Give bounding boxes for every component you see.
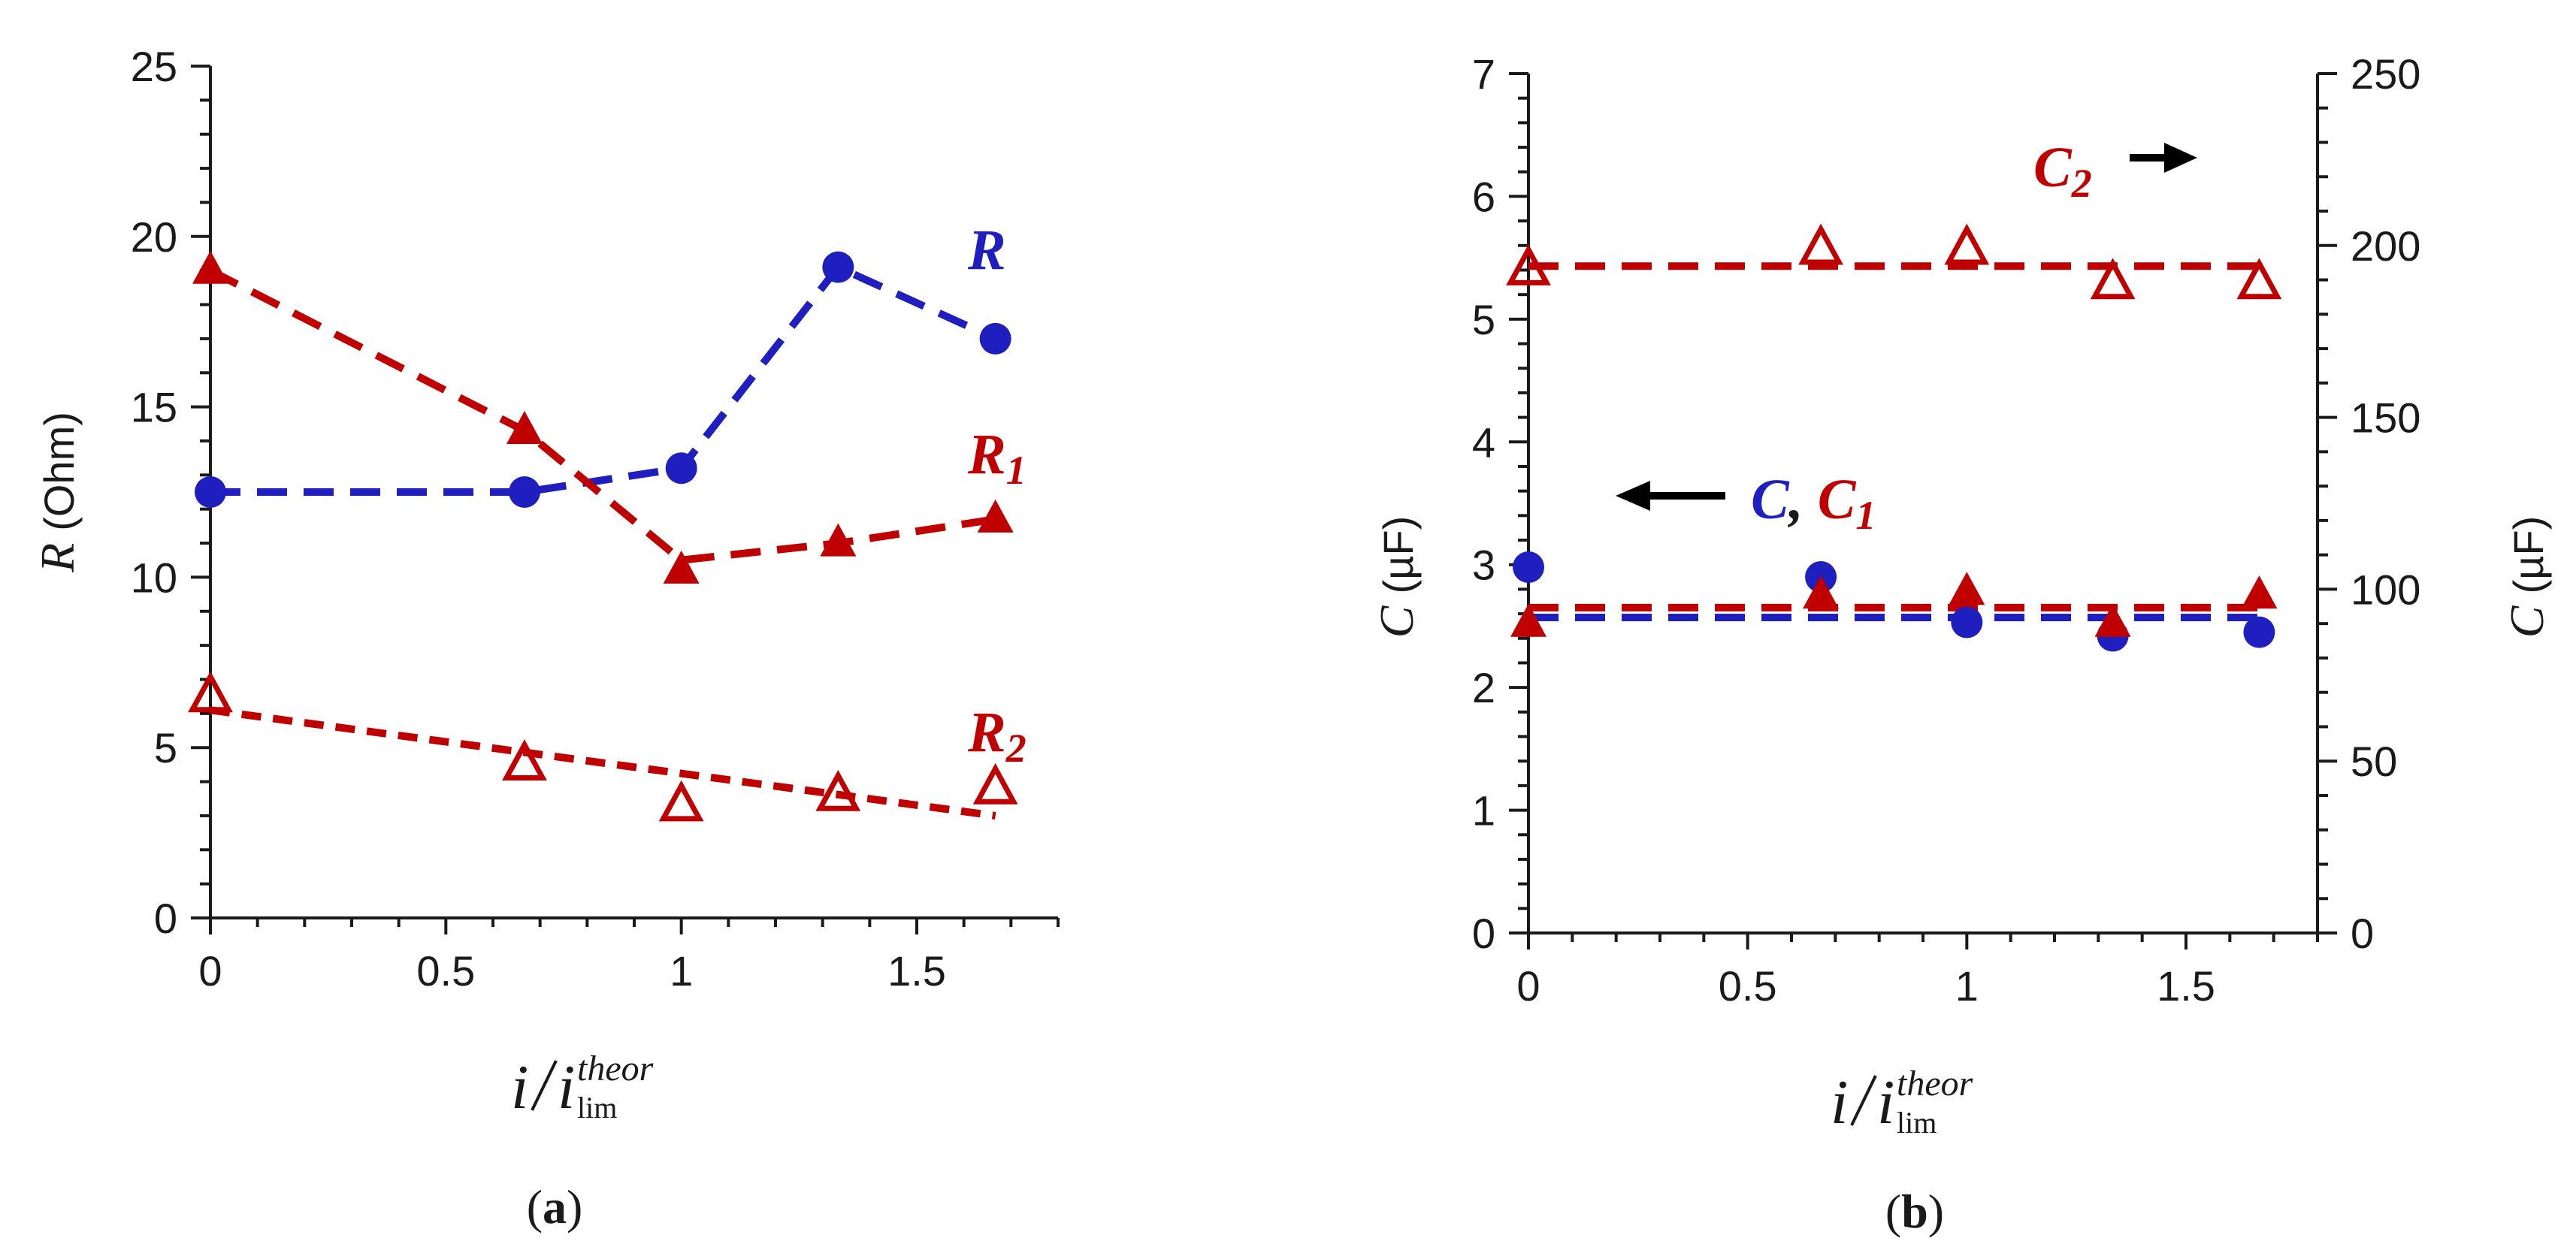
panel-a-x-label-numerator: i xyxy=(511,1052,528,1122)
panel-a-x-ticks: 0 0.5 1 1.5 xyxy=(198,918,1060,995)
x-tick-label: 1 xyxy=(670,947,693,995)
y-tick-label: 7 xyxy=(1472,50,1495,98)
data-point-R xyxy=(508,476,540,508)
data-point-R1 xyxy=(663,550,700,584)
y-tick-label: 2 xyxy=(1472,664,1495,711)
y-tick-label: 150 xyxy=(2351,394,2420,442)
data-point-C xyxy=(1951,606,1983,639)
series-line-R2 xyxy=(210,706,996,820)
data-point-R2 xyxy=(658,780,704,822)
panel-b-x-ticks: 0 0.5 1 1.5 xyxy=(1516,933,2319,1010)
y-tick-label: 25 xyxy=(131,43,177,90)
x-tick-label: 1.5 xyxy=(887,947,946,995)
panel-b-label-C2: C2 xyxy=(2033,136,2092,206)
y-tick-label: 0 xyxy=(2351,910,2374,957)
panel-a-x-label: i i theor lim xyxy=(511,1049,654,1125)
data-point-C1 xyxy=(1803,575,1840,609)
panel-a-x-label-slash xyxy=(531,1060,558,1111)
y-tick-label: 250 xyxy=(2351,50,2420,98)
y-tick-label: 200 xyxy=(2351,222,2420,270)
panel-a-y-label: R (Ohm) xyxy=(31,412,84,573)
x-tick-label: 0.5 xyxy=(1719,962,1777,1010)
panel-a-y-ticks: 0 5 10 15 20 25 xyxy=(131,43,210,942)
panel-a-series-lines xyxy=(208,262,997,820)
panel-b-caption: (b) xyxy=(1885,1185,1944,1238)
data-point-C2 xyxy=(1798,223,1843,265)
panel-a-x-label-denominator: i xyxy=(558,1052,575,1122)
data-point-R2 xyxy=(188,671,233,713)
data-point-R2 xyxy=(972,762,1018,805)
panel-b: 0 1 2 3 4 5 6 7 0 50 100 150 200 250 0 0.5 1 1.5 C (µF)… xyxy=(1370,50,2553,1238)
series-line-R xyxy=(210,262,997,496)
panel-b-left-arrow xyxy=(1616,481,1725,511)
data-point-C1 xyxy=(2094,603,2131,637)
panel-b-left-y-ticks: 0 1 2 3 4 5 6 7 xyxy=(1472,50,1528,957)
data-point-R xyxy=(979,322,1011,355)
data-point-C2 xyxy=(2090,258,2136,300)
y-tick-label: 50 xyxy=(2351,738,2397,785)
data-point-C1 xyxy=(1510,603,1547,637)
data-point-C2 xyxy=(1944,223,1990,265)
y-tick-label: 20 xyxy=(131,213,177,261)
y-tick-label: 4 xyxy=(1472,418,1495,466)
data-point-C2 xyxy=(1506,244,1551,285)
panel-a-markers xyxy=(188,250,1018,822)
panel-b-x-label-sub: lim xyxy=(1897,1106,1937,1140)
data-point-C xyxy=(1513,551,1544,583)
panel-a-axes xyxy=(209,66,1058,919)
y-tick-label: 6 xyxy=(1472,173,1495,220)
data-point-R1 xyxy=(506,410,543,444)
data-point-R1 xyxy=(192,250,228,284)
data-point-C1 xyxy=(1949,572,1985,605)
data-point-R xyxy=(822,251,854,283)
data-point-R1 xyxy=(977,499,1014,533)
panel-b-right-arrow xyxy=(2130,143,2197,173)
panel-a-x-label-sup: theor xyxy=(577,1049,654,1088)
panel-b-x-label-numerator: i xyxy=(1831,1067,1848,1137)
x-tick-label: 0 xyxy=(198,947,222,995)
data-point-C2 xyxy=(2236,258,2282,300)
y-tick-label: 0 xyxy=(154,895,177,942)
panel-b-label-C-C1: C, C1 xyxy=(1751,468,1876,538)
x-tick-label: 0 xyxy=(1516,962,1540,1010)
panel-b-right-y-ticks: 0 50 100 150 200 250 xyxy=(2317,50,2420,957)
panel-b-right-y-label: C (µF) xyxy=(2500,516,2553,638)
panel-a-x-label-sub: lim xyxy=(577,1091,617,1125)
data-point-R xyxy=(665,452,697,485)
panel-a-label-R1: R1 xyxy=(967,423,1026,493)
data-point-R2 xyxy=(815,769,861,811)
panel-b-left-y-label: C (µF) xyxy=(1370,516,1423,638)
y-tick-label: 1 xyxy=(1472,787,1495,835)
y-tick-label: 100 xyxy=(2351,566,2420,613)
y-tick-label: 5 xyxy=(1472,296,1495,343)
data-point-R2 xyxy=(502,739,547,780)
panel-a-label-R2: R2 xyxy=(967,701,1026,771)
y-tick-label: 0 xyxy=(1472,910,1495,957)
data-point-R1 xyxy=(820,523,857,557)
y-tick-label: 10 xyxy=(131,554,177,601)
panel-a-caption: (a) xyxy=(527,1180,583,1233)
panel-b-x-label: i i theor lim xyxy=(1831,1064,1973,1140)
y-tick-label: 15 xyxy=(131,384,177,431)
series-line-R1 xyxy=(208,267,996,564)
x-tick-label: 1 xyxy=(1955,962,1979,1010)
panel-b-markers xyxy=(1506,223,2282,652)
y-tick-label: 5 xyxy=(154,724,177,771)
panel-b-x-label-denominator: i xyxy=(1877,1067,1894,1137)
panel-b-series-lines xyxy=(1528,262,2260,621)
y-tick-label: 3 xyxy=(1472,542,1495,589)
data-point-C1 xyxy=(2241,575,2278,609)
x-tick-label: 0.5 xyxy=(416,947,475,995)
data-point-C xyxy=(2243,616,2275,648)
data-point-R xyxy=(195,476,226,508)
panel-b-x-label-slash xyxy=(1850,1075,1877,1126)
panel-a-label-R: R xyxy=(967,219,1006,282)
panel-b-x-label-sup: theor xyxy=(1897,1064,1973,1104)
x-tick-label: 1.5 xyxy=(2157,962,2215,1010)
panel-a: 0 5 10 15 20 25 0 0.5 1 1.5 R (Ohm) i i theor li… xyxy=(31,43,1060,1233)
